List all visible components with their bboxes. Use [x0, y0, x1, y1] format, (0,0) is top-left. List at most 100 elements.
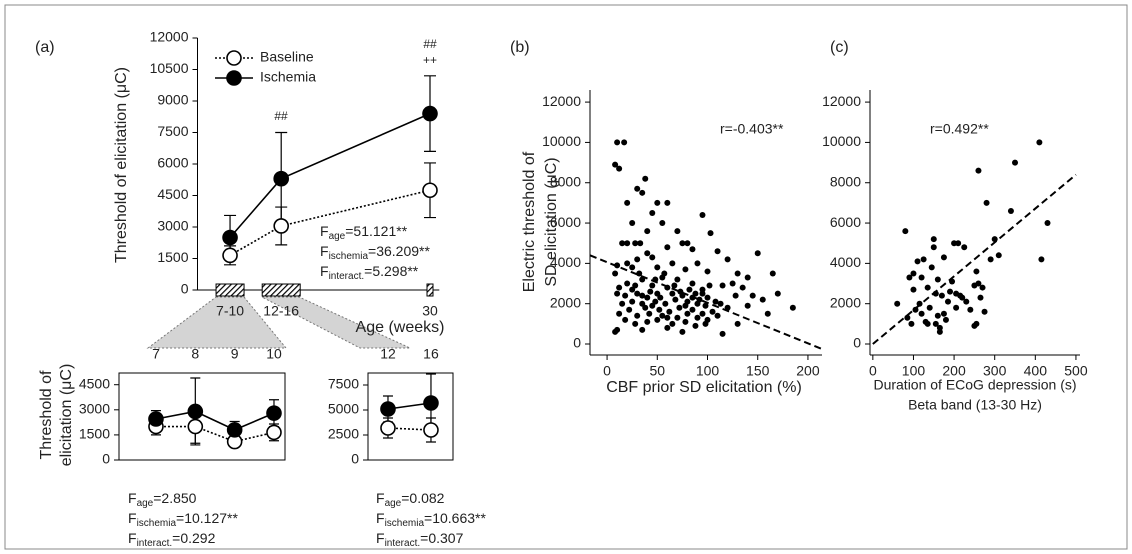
scatter-point: [621, 139, 628, 146]
x-tick-label: 12: [380, 346, 396, 362]
scatter-point: [612, 270, 619, 277]
y-tick-label: 10500: [150, 60, 189, 76]
scatter-point: [924, 284, 931, 291]
stat-value: =0.292: [172, 530, 215, 546]
x-tick-label: 200: [942, 363, 966, 379]
scatter-point: [692, 322, 699, 329]
x-tick-label: 100: [696, 363, 720, 379]
y-tick-label: 6000: [830, 214, 861, 230]
scatter-point: [682, 266, 689, 273]
scatter-point: [629, 298, 636, 305]
data-point: [422, 182, 438, 199]
scatter-point: [634, 290, 641, 297]
trend-line: [872, 173, 1077, 345]
x-tick-label: 300: [983, 363, 1007, 379]
data-point: [422, 105, 438, 122]
y-tick-label: 0: [573, 335, 581, 351]
scatter-point: [734, 270, 741, 277]
scatter-point: [920, 256, 927, 263]
scatter-point: [649, 302, 656, 309]
stat-subscript: age: [329, 231, 346, 242]
scatter-point: [632, 320, 639, 327]
scatter-point: [639, 292, 646, 299]
scatter-point: [619, 240, 626, 247]
panel: 0 1500 3000 4500 7 8 9 10 Threshold of elicitatio…: [38, 346, 286, 549]
scatter-point: [629, 286, 636, 293]
y-tick-label: 6000: [550, 214, 581, 230]
x-tick-band: [426, 283, 434, 297]
scatter-point: [774, 290, 781, 297]
data-point: [273, 218, 290, 234]
zoom-connector: [261, 296, 411, 349]
scatter-point: [669, 260, 676, 267]
y-tick-label: 12000: [150, 29, 189, 45]
scatter-point: [637, 240, 644, 247]
x-tick-label: 7-10: [216, 303, 244, 319]
stat-value: =0.307: [420, 530, 463, 546]
y-tick-label: 0: [181, 281, 189, 297]
scatter-point: [699, 290, 706, 297]
scatter-point: [724, 256, 731, 263]
scatter-point: [624, 240, 631, 247]
stat-value: =51.121**: [345, 223, 407, 239]
statistic: Fage=51.121**: [320, 223, 408, 242]
statistic: Fischemia=10.127**: [128, 510, 238, 529]
scatter-point: [930, 244, 937, 251]
scatter-point: [1007, 207, 1014, 214]
scatter-point: [979, 284, 986, 291]
scatter-point: [940, 254, 947, 261]
stat-symbol: F: [128, 490, 137, 506]
scatter-point: [940, 310, 947, 317]
scatter-point: [732, 292, 739, 299]
data-point: [148, 411, 164, 427]
scatter-point: [1036, 139, 1043, 146]
scatter-point: [924, 320, 931, 327]
y-tick-label: 3000: [157, 218, 188, 234]
scatter-point: [699, 211, 706, 218]
y-tick-label: 7500: [328, 376, 359, 392]
scatter-point: [666, 308, 673, 315]
data-point: [423, 395, 439, 411]
scatter-point: [714, 312, 721, 319]
stat-value: =2.850: [153, 490, 196, 506]
y-tick-label: 4000: [830, 254, 861, 270]
scatter-point: [634, 312, 641, 319]
statistic: Finteract.=0.307: [376, 530, 464, 549]
y-tick-label: 4500: [157, 186, 188, 202]
scatter-point: [656, 306, 663, 313]
stat-symbol: F: [320, 223, 329, 239]
scatter-point: [930, 236, 937, 243]
scatter-point: [644, 318, 651, 325]
scatter-point: [624, 199, 631, 206]
panel-label: (a): [35, 39, 55, 56]
scatter-point: [679, 240, 686, 247]
statistic: Fischemia=10.663**: [376, 510, 486, 529]
scatter-point: [936, 324, 943, 331]
scatter-point: [744, 302, 751, 309]
scatter-point: [1012, 159, 1019, 166]
x-tick-label: 50: [650, 363, 666, 379]
legend-label: Ischemia: [260, 69, 316, 85]
data-point: [266, 424, 282, 441]
figure-border: [4, 4, 1128, 550]
data-point: [423, 422, 439, 438]
y-tick-label: 4500: [79, 375, 110, 391]
data-point: [226, 422, 243, 438]
scatter-point: [947, 288, 954, 295]
scatter-point: [987, 256, 994, 263]
x-tick-band: [261, 283, 301, 297]
scatter-point: [616, 310, 623, 317]
stat-subscript: age: [137, 498, 154, 509]
scatter-point: [644, 294, 651, 301]
scatter-point: [704, 294, 711, 301]
scatter-point: [689, 280, 696, 287]
statistic: Fage=2.850: [128, 490, 197, 509]
scatter-point: [704, 268, 711, 275]
stat-value: =5.298**: [364, 263, 419, 279]
scatter-point: [639, 326, 646, 333]
x-tick-label: 7: [152, 346, 160, 362]
scatter-point: [944, 298, 951, 305]
scatter-point: [975, 167, 982, 174]
correlation-label: r=-0.403**: [720, 121, 784, 137]
